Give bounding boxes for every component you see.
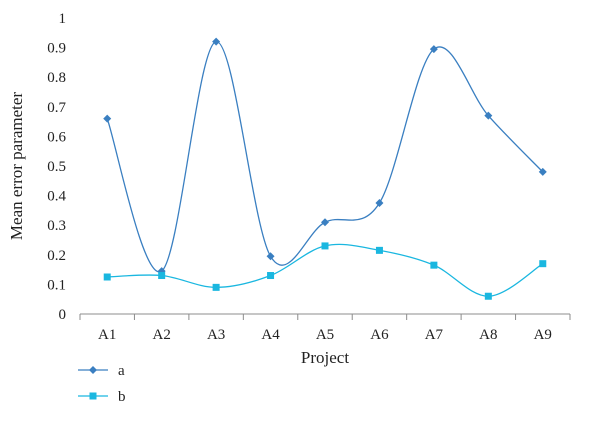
legend-label: a xyxy=(118,363,125,379)
legend-marker xyxy=(89,392,97,400)
legend-marker xyxy=(89,366,97,374)
x-tick-label: A2 xyxy=(152,327,170,343)
y-axis: 0 0.1 0.2 0.3 0.4 0.5 0.6 0.7 0.8 0.9 1 xyxy=(47,11,66,323)
data-point-b xyxy=(158,272,166,280)
y-tick-label: 0 xyxy=(59,307,67,323)
series-line-a xyxy=(106,41,544,273)
data-point-b xyxy=(430,261,438,269)
legend-label: b xyxy=(118,389,126,405)
x-tick-label: A1 xyxy=(98,327,116,343)
legend-item-b: b xyxy=(78,389,126,405)
y-tick-label: 0.4 xyxy=(47,189,66,205)
data-point-b xyxy=(375,246,383,254)
y-tick-label: 0.3 xyxy=(47,218,66,234)
x-tick-label: A7 xyxy=(425,327,444,343)
data-point-b xyxy=(539,260,547,268)
data-point-a xyxy=(103,114,112,123)
data-point-b xyxy=(321,242,329,250)
series-line-b xyxy=(107,243,544,297)
x-tick-label: A5 xyxy=(316,327,334,343)
data-point-a xyxy=(212,37,221,46)
data-point-b xyxy=(103,273,111,281)
data-point-b xyxy=(484,292,492,300)
x-tick-label: A4 xyxy=(261,327,280,343)
y-tick-label: 1 xyxy=(59,11,67,27)
x-tick-label: A8 xyxy=(479,327,497,343)
data-point-a xyxy=(484,111,493,120)
y-tick-label: 0.6 xyxy=(47,129,66,145)
data-point-b xyxy=(212,283,220,291)
y-tick-label: 0.2 xyxy=(47,248,66,264)
data-point-a xyxy=(266,252,275,261)
series-layer xyxy=(103,37,547,300)
series-b xyxy=(103,242,547,300)
x-axis: A1 A2 A3 A4 A5 A6 A7 A8 A9 xyxy=(79,313,571,343)
x-tick-label: A9 xyxy=(534,327,552,343)
series-a xyxy=(103,37,547,276)
y-tick-label: 0.7 xyxy=(47,100,66,116)
y-tick-label: 0.9 xyxy=(47,41,66,57)
legend: ab xyxy=(78,363,126,405)
y-tick-label: 0.5 xyxy=(47,159,66,175)
x-tick-label: A3 xyxy=(207,327,225,343)
data-point-a xyxy=(538,167,547,176)
data-point-b xyxy=(267,272,275,280)
data-point-a xyxy=(375,199,384,207)
y-tick-label: 0.8 xyxy=(47,70,66,86)
legend-item-a: a xyxy=(78,363,125,379)
y-tick-label: 0.1 xyxy=(47,277,66,293)
y-axis-title: Mean error parameter xyxy=(7,92,26,241)
x-tick-label: A6 xyxy=(370,327,389,343)
data-point-a xyxy=(429,45,438,54)
x-axis-title: Project xyxy=(301,348,349,367)
data-point-a xyxy=(321,218,329,227)
